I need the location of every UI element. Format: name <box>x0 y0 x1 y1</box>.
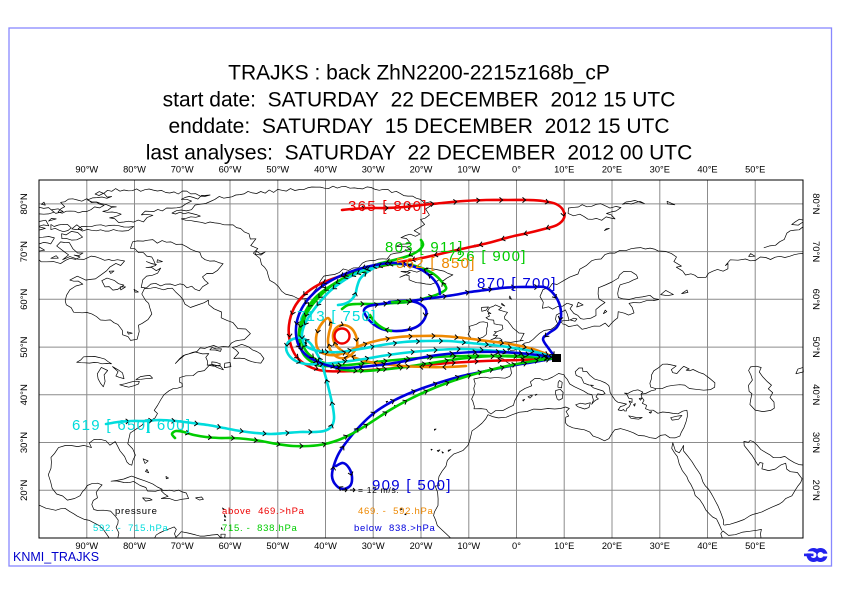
svg-text:enddate: SATURDAY 15 DECEMBE: enddate: SATURDAY 15 DECEMBER 2012 15 UT… <box>168 115 669 138</box>
svg-text:715. - 838.hPa: 715. - 838.hPa <box>222 523 297 534</box>
svg-text:50°E: 50°E <box>745 541 765 551</box>
svg-text:20°E: 20°E <box>602 165 622 175</box>
svg-text:above 469.>hPa: above 469.>hPa <box>222 506 305 517</box>
svg-text:80°W: 80°W <box>123 165 146 175</box>
svg-text:20°N: 20°N <box>19 480 30 501</box>
svg-text:50°W: 50°W <box>266 165 289 175</box>
svg-text:70°N: 70°N <box>19 241 30 262</box>
svg-text:713 [ 750]: 713 [ 750] <box>297 308 377 325</box>
svg-text:40°N: 40°N <box>19 384 30 405</box>
svg-text:KNMI_TRAJKS: KNMI_TRAJKS <box>13 550 99 564</box>
svg-text:20°W: 20°W <box>410 541 433 551</box>
svg-text:562 [ 850]: 562 [ 850] <box>396 255 476 272</box>
svg-text:40°E: 40°E <box>697 165 717 175</box>
svg-text:70°N: 70°N <box>810 241 821 262</box>
svg-text:40°N: 40°N <box>810 384 821 405</box>
svg-text:30°W: 30°W <box>362 541 385 551</box>
svg-text:80°N: 80°N <box>19 193 30 214</box>
svg-text:20°W: 20°W <box>410 165 433 175</box>
svg-text:30°N: 30°N <box>810 432 821 453</box>
svg-text:40°E: 40°E <box>697 541 717 551</box>
svg-text:365 [ 800]: 365 [ 800] <box>348 198 428 215</box>
svg-text:60°N: 60°N <box>19 289 30 310</box>
svg-text:pressure: pressure <box>115 506 158 517</box>
svg-text:TRAJKS : back ZhN2200-2215z168: TRAJKS : back ZhN2200-2215z168b_cP <box>228 62 610 85</box>
svg-text:70°W: 70°W <box>171 541 194 551</box>
svg-text:726 [ 900]: 726 [ 900] <box>447 248 527 265</box>
svg-text:10°E: 10°E <box>554 165 574 175</box>
svg-text:469. - 592.hPa: 469. - 592.hPa <box>358 506 433 517</box>
svg-text:619 [ 650]: 619 [ 650] <box>72 417 152 434</box>
svg-text:40°W: 40°W <box>314 541 337 551</box>
svg-text:10°E: 10°E <box>554 541 574 551</box>
svg-text:below 838.>hPa: below 838.>hPa <box>354 523 436 534</box>
svg-text:60°N: 60°N <box>810 289 821 310</box>
svg-text:80°W: 80°W <box>123 541 146 551</box>
svg-text:803 [ 911]: 803 [ 911] <box>385 239 464 256</box>
svg-text:[ 600]: [ 600] <box>146 417 191 434</box>
svg-text:50°N: 50°N <box>19 336 30 357</box>
svg-text:start date: SATURDAY 22 DECE: start date: SATURDAY 22 DECEMBER 2012 15… <box>163 89 676 112</box>
svg-text:= 12 m/s.: = 12 m/s. <box>358 485 400 495</box>
svg-text:909 [ 500]: 909 [ 500] <box>372 477 452 494</box>
svg-text:30°E: 30°E <box>650 165 670 175</box>
svg-text:50°E: 50°E <box>745 165 765 175</box>
svg-text:90°W: 90°W <box>75 165 98 175</box>
svg-text:20°E: 20°E <box>602 541 622 551</box>
svg-text:592. - 715.hPa: 592. - 715.hPa <box>93 523 168 534</box>
svg-text:30°N: 30°N <box>19 432 30 453</box>
svg-text:20°N: 20°N <box>810 480 821 501</box>
svg-text:80°N: 80°N <box>810 193 821 214</box>
svg-text:60°W: 60°W <box>219 165 242 175</box>
svg-text:870 [ 700]: 870 [ 700] <box>477 275 557 292</box>
svg-text:10°W: 10°W <box>457 541 480 551</box>
svg-text:50°N: 50°N <box>810 336 821 357</box>
svg-text:0°: 0° <box>512 165 521 175</box>
svg-text:50°W: 50°W <box>266 541 289 551</box>
svg-text:70°W: 70°W <box>171 165 194 175</box>
svg-text:90°W: 90°W <box>75 541 98 551</box>
svg-text:30°W: 30°W <box>362 165 385 175</box>
svg-text:10°W: 10°W <box>457 165 480 175</box>
svg-text:60°W: 60°W <box>219 541 242 551</box>
svg-text:40°W: 40°W <box>314 165 337 175</box>
svg-text:last analyses: SATURDAY 22 D: last analyses: SATURDAY 22 DECEMBER 2012… <box>146 142 693 165</box>
svg-text:30°E: 30°E <box>650 541 670 551</box>
svg-text:0°: 0° <box>512 541 521 551</box>
